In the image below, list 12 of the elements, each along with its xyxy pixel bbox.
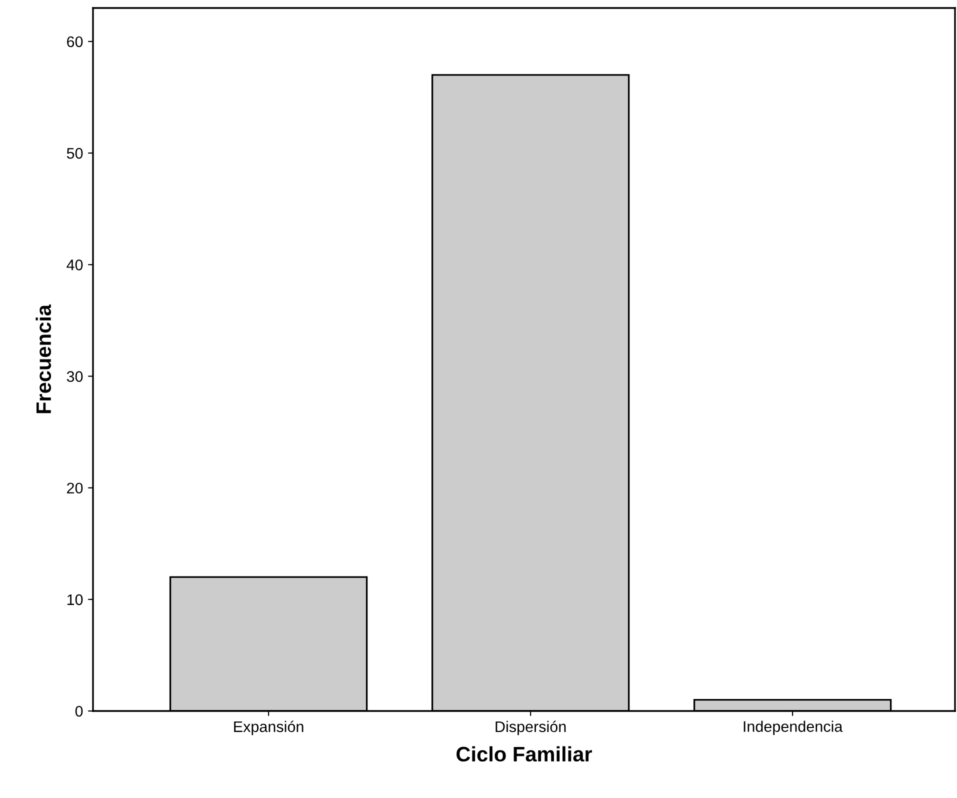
x-tick-label: Independencia: [744, 720, 843, 735]
y-tick-label: 20: [67, 482, 83, 494]
y-tick-label: 10: [67, 594, 83, 606]
y-tick-label: 50: [66, 148, 83, 159]
y-tick-label: 30: [66, 371, 83, 382]
y-tick-label: 0: [75, 706, 83, 717]
x-tick-label: Expansión: [234, 720, 304, 736]
x-tick-label: Dispersión: [496, 720, 566, 736]
y-tick-label: 40: [66, 260, 83, 270]
x-axis-title: Ciclo Familiar: [456, 746, 592, 762]
y-axis-title: Frecuencia: [36, 304, 52, 414]
y-tick-label: 60: [67, 36, 83, 48]
